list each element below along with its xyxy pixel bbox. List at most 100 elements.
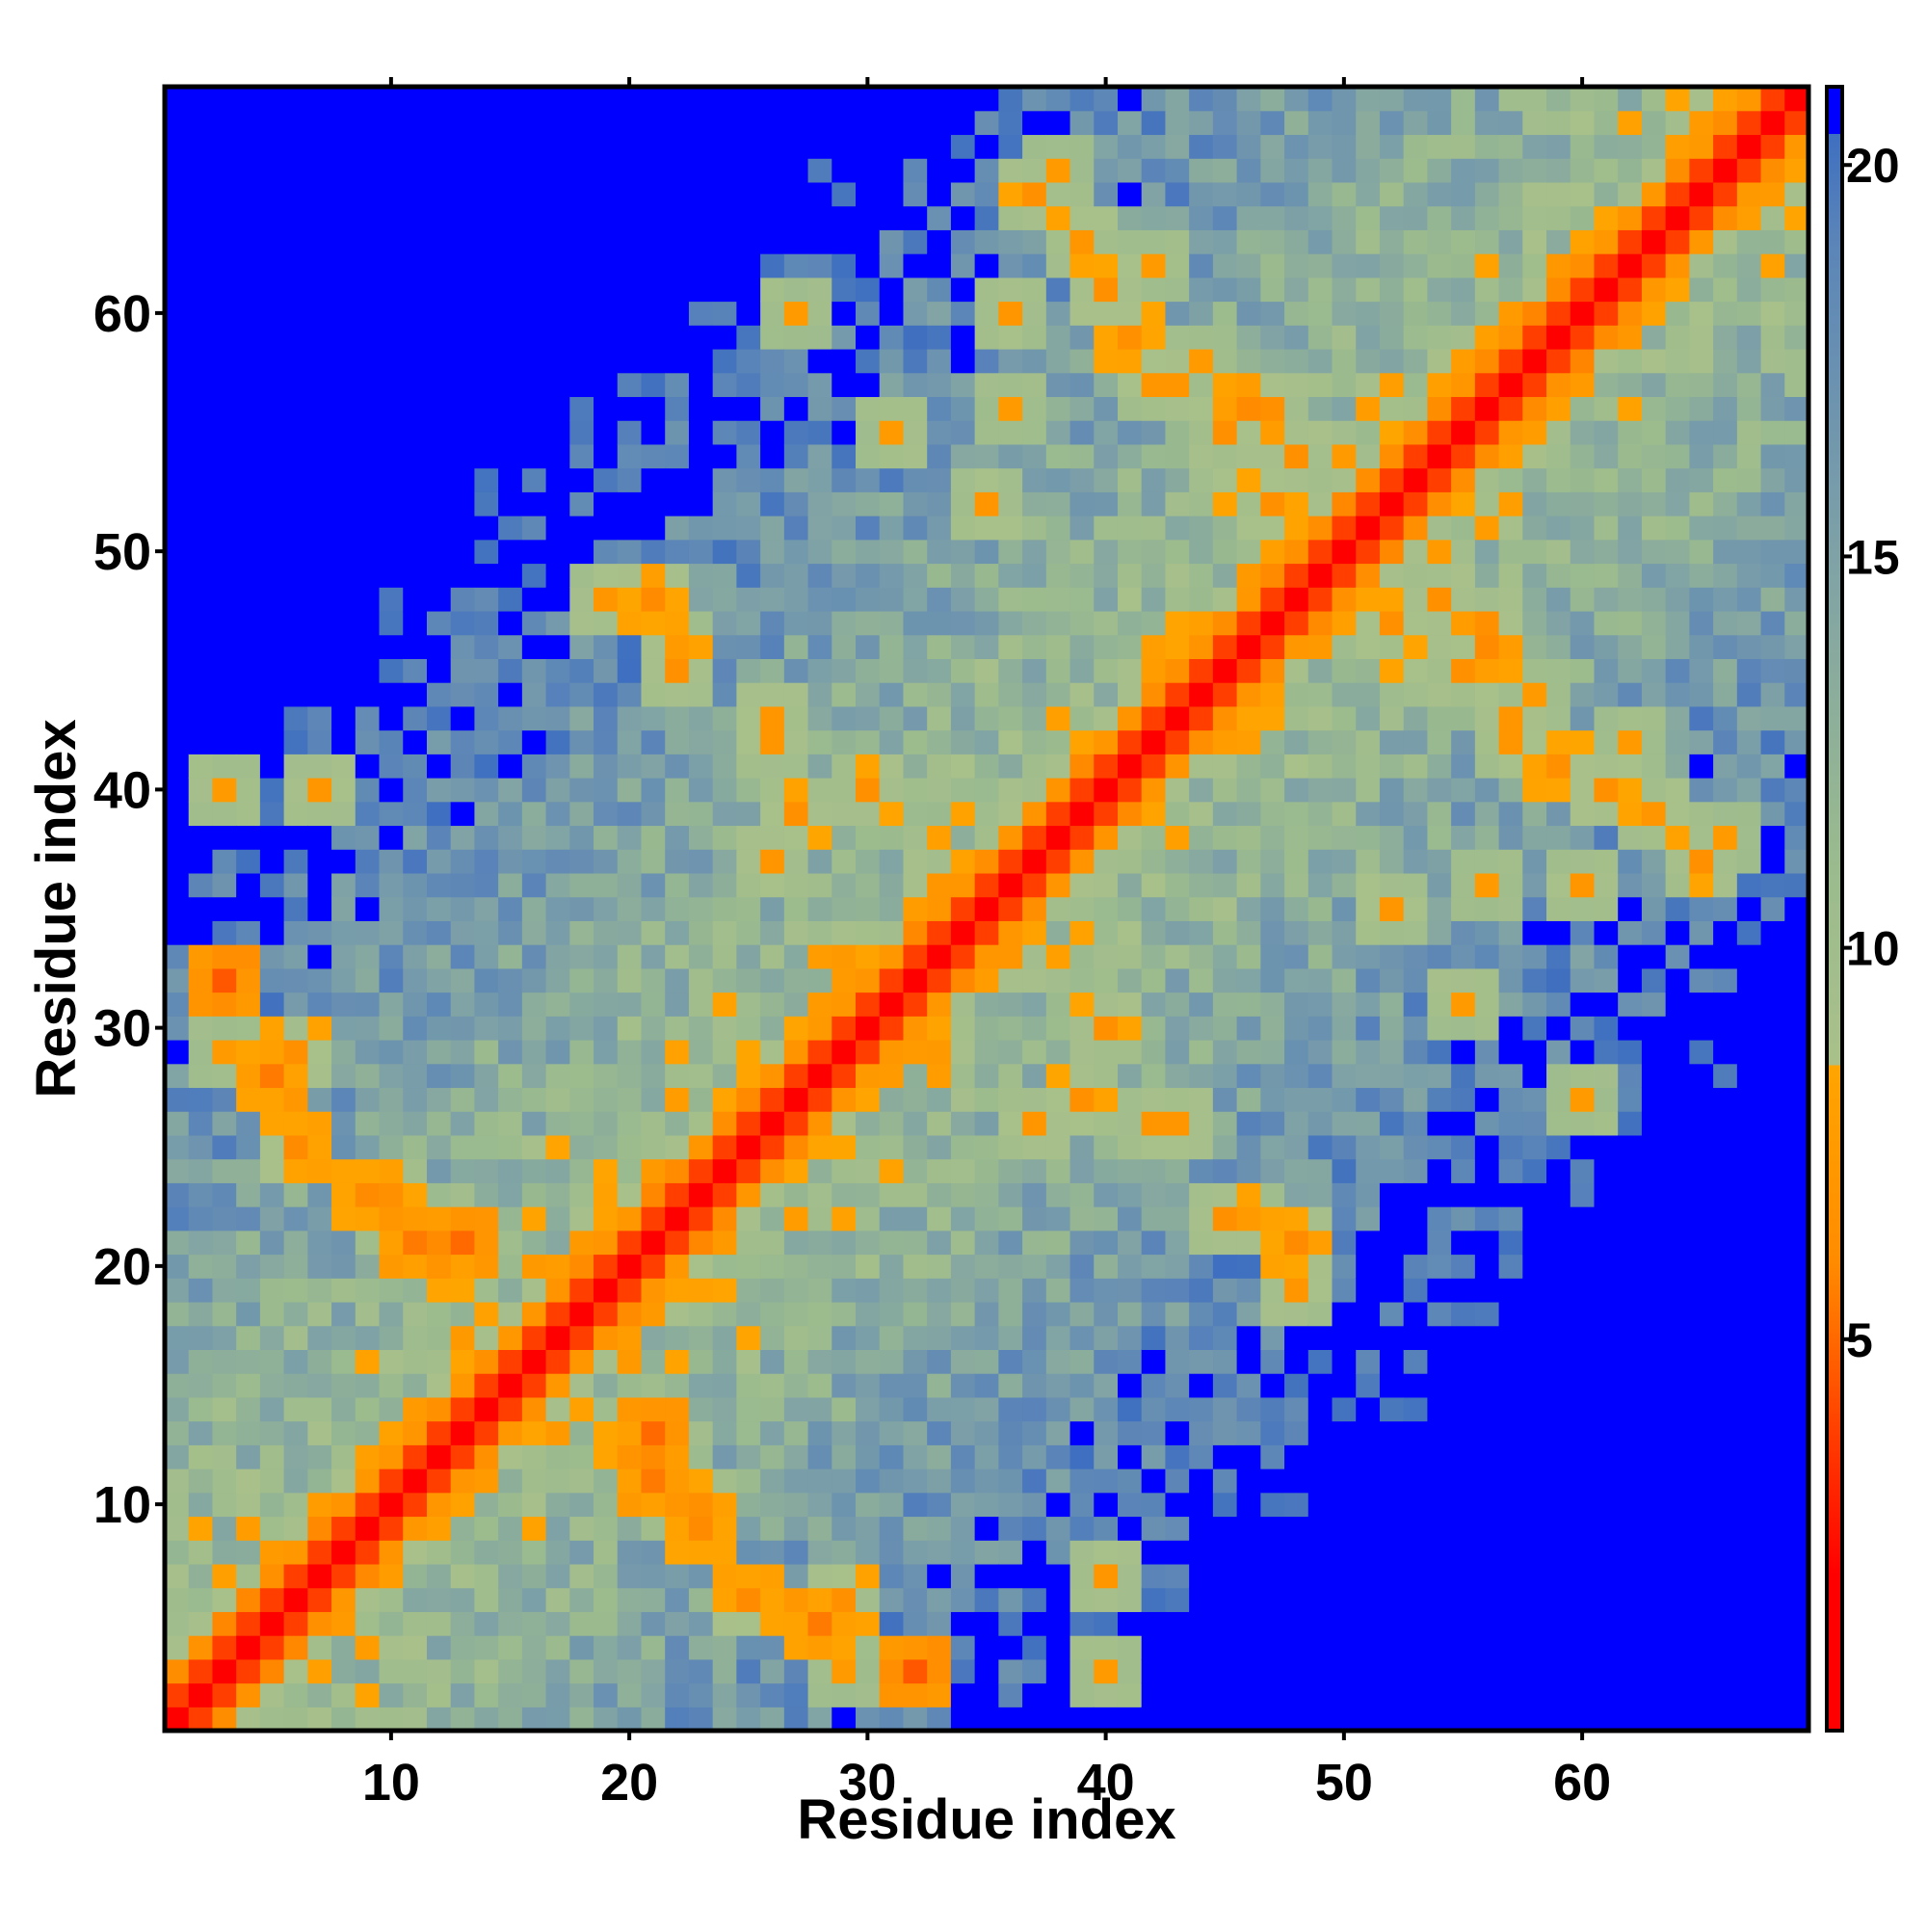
heatmap-cell	[1284, 1325, 1309, 1350]
heatmap-cell	[1022, 967, 1047, 993]
heatmap-cell	[188, 205, 214, 230]
heatmap-cell	[1307, 1301, 1333, 1327]
heatmap-cell	[188, 1587, 214, 1612]
heatmap-cell	[832, 1469, 857, 1494]
heatmap-cell	[236, 872, 261, 898]
heatmap-cell	[1212, 563, 1238, 588]
heatmap-cell	[856, 467, 881, 492]
heatmap-cell	[1069, 920, 1095, 945]
heatmap-cell	[259, 110, 285, 136]
heatmap-cell	[998, 1469, 1023, 1494]
heatmap-cell	[236, 1158, 261, 1183]
heatmap-cell	[974, 372, 999, 398]
heatmap-cell	[1117, 967, 1143, 993]
heatmap-cell	[498, 110, 523, 136]
heatmap-cell	[641, 1469, 666, 1494]
heatmap-cell	[188, 1182, 214, 1207]
heatmap-cell	[1498, 396, 1523, 421]
heatmap-cell	[688, 1063, 714, 1089]
heatmap-cell	[712, 801, 737, 827]
heatmap-cell	[1069, 1182, 1095, 1207]
heatmap-cell	[712, 205, 737, 230]
heatmap-cell	[1546, 539, 1571, 565]
heatmap-cell	[450, 134, 476, 159]
heatmap-cell	[1094, 1158, 1119, 1183]
heatmap-cell	[545, 801, 570, 827]
heatmap-cell	[1427, 1325, 1452, 1350]
heatmap-cell	[1522, 1230, 1547, 1256]
heatmap-cell	[1022, 587, 1047, 612]
heatmap-cell	[1474, 1492, 1500, 1518]
heatmap-cell	[1284, 658, 1309, 683]
heatmap-cell	[1474, 253, 1500, 278]
heatmap-cell	[1570, 539, 1596, 565]
heatmap-cell	[1498, 1039, 1523, 1065]
heatmap-cell	[450, 1158, 476, 1183]
heatmap-cell	[1784, 1111, 1809, 1136]
heatmap-cell	[1284, 778, 1309, 803]
heatmap-cell	[760, 1111, 785, 1136]
heatmap-cell	[856, 1206, 881, 1231]
heatmap-cell	[1189, 1301, 1214, 1327]
heatmap-cell	[1379, 1206, 1405, 1231]
heatmap-cell	[1427, 849, 1452, 874]
heatmap-cell	[950, 1563, 976, 1589]
heatmap-cell	[545, 1087, 570, 1112]
heatmap-cell	[1332, 1039, 1357, 1065]
heatmap-cell	[807, 729, 832, 754]
heatmap-cell	[355, 1396, 381, 1422]
heatmap-cell	[974, 396, 999, 421]
heatmap-cell	[569, 87, 594, 112]
heatmap-cell	[1069, 443, 1095, 469]
heatmap-cell	[331, 134, 356, 159]
heatmap-cell	[569, 1039, 594, 1065]
heatmap-cell	[974, 658, 999, 683]
heatmap-cell	[1141, 825, 1167, 850]
heatmap-cell	[1356, 944, 1381, 969]
heatmap-cell	[1403, 1182, 1428, 1207]
heatmap-cell	[1427, 754, 1452, 779]
heatmap-cell	[355, 110, 381, 136]
heatmap-cell	[1618, 1254, 1643, 1279]
heatmap-cell	[1665, 563, 1690, 588]
heatmap-cell	[283, 992, 308, 1017]
heatmap-cell	[1069, 1540, 1095, 1565]
heatmap-cell	[688, 1278, 714, 1303]
heatmap-cell	[521, 420, 547, 445]
heatmap-cell	[403, 634, 428, 659]
heatmap-cell	[832, 801, 857, 827]
heatmap-cell	[1784, 778, 1809, 803]
heatmap-cell	[879, 1301, 905, 1327]
heatmap-cell	[569, 1158, 594, 1183]
heatmap-cell	[1212, 1516, 1238, 1541]
heatmap-cell	[832, 1087, 857, 1112]
heatmap-cell	[569, 134, 594, 159]
heatmap-cell	[331, 325, 356, 350]
heatmap-cell	[1498, 1134, 1523, 1160]
heatmap-cell	[1403, 587, 1428, 612]
heatmap-cell	[760, 1230, 785, 1256]
heatmap-cell	[712, 253, 737, 278]
heatmap-cell	[236, 944, 261, 969]
heatmap-cell	[403, 682, 428, 707]
heatmap-cell	[1117, 778, 1143, 803]
heatmap-cell	[307, 325, 332, 350]
heatmap-cell	[426, 181, 452, 207]
heatmap-cell	[856, 1278, 881, 1303]
heatmap-cell	[641, 658, 666, 683]
heatmap-cell	[474, 754, 499, 779]
heatmap-cell	[736, 729, 761, 754]
heatmap-cell	[545, 1111, 570, 1136]
heatmap-cell	[1022, 110, 1047, 136]
heatmap-cell	[617, 920, 643, 945]
heatmap-cell	[307, 1230, 332, 1256]
heatmap-cell	[1451, 325, 1476, 350]
heatmap-cell	[998, 610, 1023, 636]
heatmap-cell	[1045, 110, 1071, 136]
heatmap-cell	[1260, 705, 1285, 731]
heatmap-cell	[1379, 491, 1405, 516]
heatmap-cell	[927, 1039, 952, 1065]
heatmap-cell	[450, 158, 476, 183]
heatmap-cell	[950, 420, 976, 445]
heatmap-cell	[832, 467, 857, 492]
